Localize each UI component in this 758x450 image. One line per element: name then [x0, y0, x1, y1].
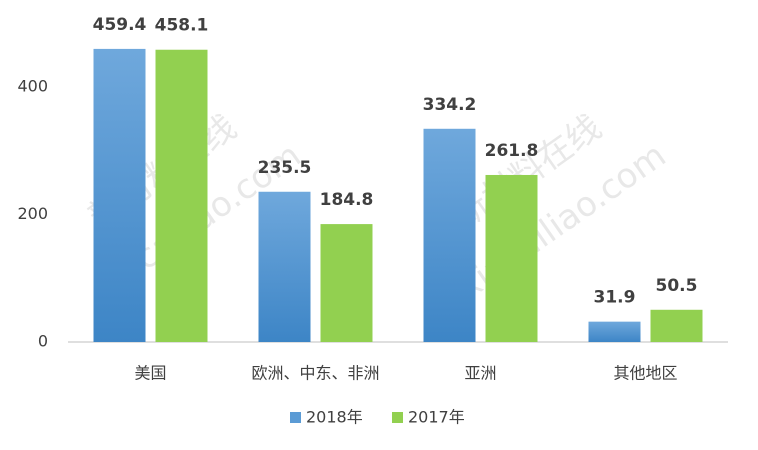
legend-label: 2017年 — [408, 408, 465, 427]
data-label: 261.8 — [485, 141, 539, 161]
data-label: 334.2 — [423, 95, 477, 115]
x-tick-label: 亚洲 — [464, 364, 496, 383]
bar — [650, 309, 703, 342]
y-tick-label: 400 — [17, 76, 48, 95]
legend-swatch — [392, 412, 403, 423]
bar — [320, 224, 373, 342]
data-label: 184.8 — [320, 190, 374, 210]
legend-label: 2018年 — [306, 408, 363, 427]
bar — [588, 321, 641, 342]
x-tick-label: 其他地区 — [613, 364, 677, 383]
legend-swatch — [290, 412, 301, 423]
bar — [485, 174, 538, 342]
data-label: 459.4 — [93, 15, 147, 35]
bar — [155, 49, 208, 342]
data-label: 458.1 — [155, 16, 209, 36]
x-tick-label: 欧洲、中东、非洲 — [251, 364, 379, 383]
x-tick-label: 美国 — [134, 364, 166, 383]
bar — [93, 48, 146, 342]
y-tick-label: 200 — [17, 204, 48, 223]
y-tick-label: 0 — [38, 332, 48, 351]
bar — [258, 191, 311, 342]
bar — [423, 128, 476, 342]
data-label: 235.5 — [258, 158, 312, 178]
data-label: 50.5 — [656, 276, 698, 296]
data-label: 31.9 — [594, 288, 636, 308]
